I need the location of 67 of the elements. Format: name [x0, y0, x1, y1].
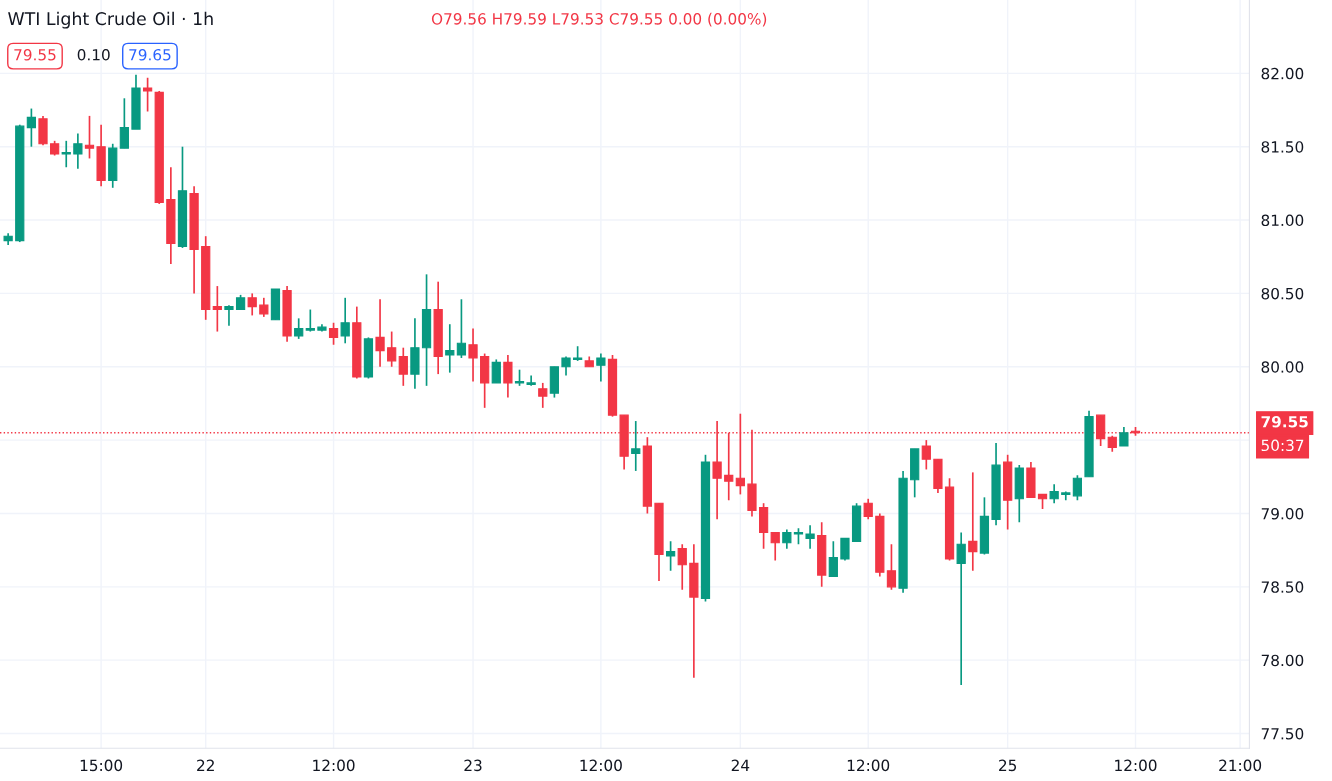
x-tick-label: 23	[464, 759, 482, 772]
candlestick	[468, 327, 478, 383]
candlestick	[503, 354, 513, 399]
y-tick-label: 78.00	[1261, 654, 1304, 667]
x-tick-label: 25	[999, 759, 1017, 772]
x-tick-label: 12:00	[313, 759, 355, 772]
candlestick	[445, 323, 455, 374]
x-tick-label: 15:00	[80, 759, 123, 772]
candlestick	[770, 531, 780, 562]
candlestick	[340, 296, 350, 345]
candlestick	[247, 292, 257, 317]
text: 50:37	[1261, 439, 1304, 452]
candlestick	[1049, 483, 1059, 505]
annotation: 79.55	[14, 48, 56, 61]
candlestick	[1072, 474, 1083, 502]
candlestick	[375, 298, 385, 368]
y-tick-label: 82.00	[1261, 67, 1304, 80]
x-tick-label: 22	[197, 759, 214, 771]
candlestick	[26, 107, 37, 148]
candlestick	[677, 543, 687, 591]
candlestick	[387, 330, 397, 368]
candlestick	[782, 528, 792, 550]
y-tick-label: 81.00	[1261, 214, 1304, 227]
candlestick	[886, 543, 897, 591]
annotation: 79.65	[129, 48, 171, 61]
ref-line-label: 79.55	[1261, 415, 1308, 428]
candlestick	[956, 531, 966, 686]
x-tick-label: 12:00	[847, 759, 890, 772]
text: WTI Light Crude Oil · 1h	[8, 11, 213, 29]
candlestick	[805, 524, 815, 550]
candlestick	[224, 304, 234, 327]
candlestick	[596, 352, 606, 383]
x-tick-label: 24	[731, 759, 750, 771]
candlestick	[968, 471, 978, 572]
candlestick	[631, 420, 641, 472]
candlestick	[538, 382, 548, 409]
candlestick	[328, 321, 339, 346]
x-tick-label: 12:00	[580, 759, 622, 772]
candlestick	[259, 296, 269, 318]
x-tick-label: 12:00	[1115, 759, 1157, 772]
candlestick	[142, 76, 153, 113]
y-tick-label: 77.50	[1261, 727, 1304, 740]
y-tick-label: 79.00	[1261, 507, 1304, 520]
candlestick	[456, 298, 467, 359]
annotation: 0.10	[77, 48, 110, 61]
candlestick	[828, 540, 838, 578]
candlestick	[735, 412, 745, 496]
x-tick-label: 21:00	[1219, 759, 1262, 772]
candlestick	[863, 497, 873, 521]
candlestick	[294, 317, 304, 340]
candlestick	[61, 140, 71, 169]
candlestick	[212, 285, 222, 333]
y-tick-label: 78.50	[1261, 581, 1304, 593]
candlestick	[73, 132, 83, 170]
annotation: O79.56 H79.59 L79.53 C79.55 0.00 (0.00%)	[431, 12, 767, 27]
candlestick	[491, 358, 501, 384]
candlestick	[1119, 426, 1129, 447]
candlestick	[561, 355, 571, 377]
candlestick	[921, 439, 931, 471]
y-tick-label: 80.00	[1261, 361, 1304, 373]
candlestick	[119, 97, 129, 150]
y-tick-label: 80.50	[1261, 287, 1304, 300]
candlestick	[84, 115, 95, 160]
candlestick	[305, 308, 315, 333]
candlestick	[398, 346, 408, 387]
y-tick-label: 81.50	[1261, 141, 1304, 153]
candlestick	[665, 540, 676, 572]
